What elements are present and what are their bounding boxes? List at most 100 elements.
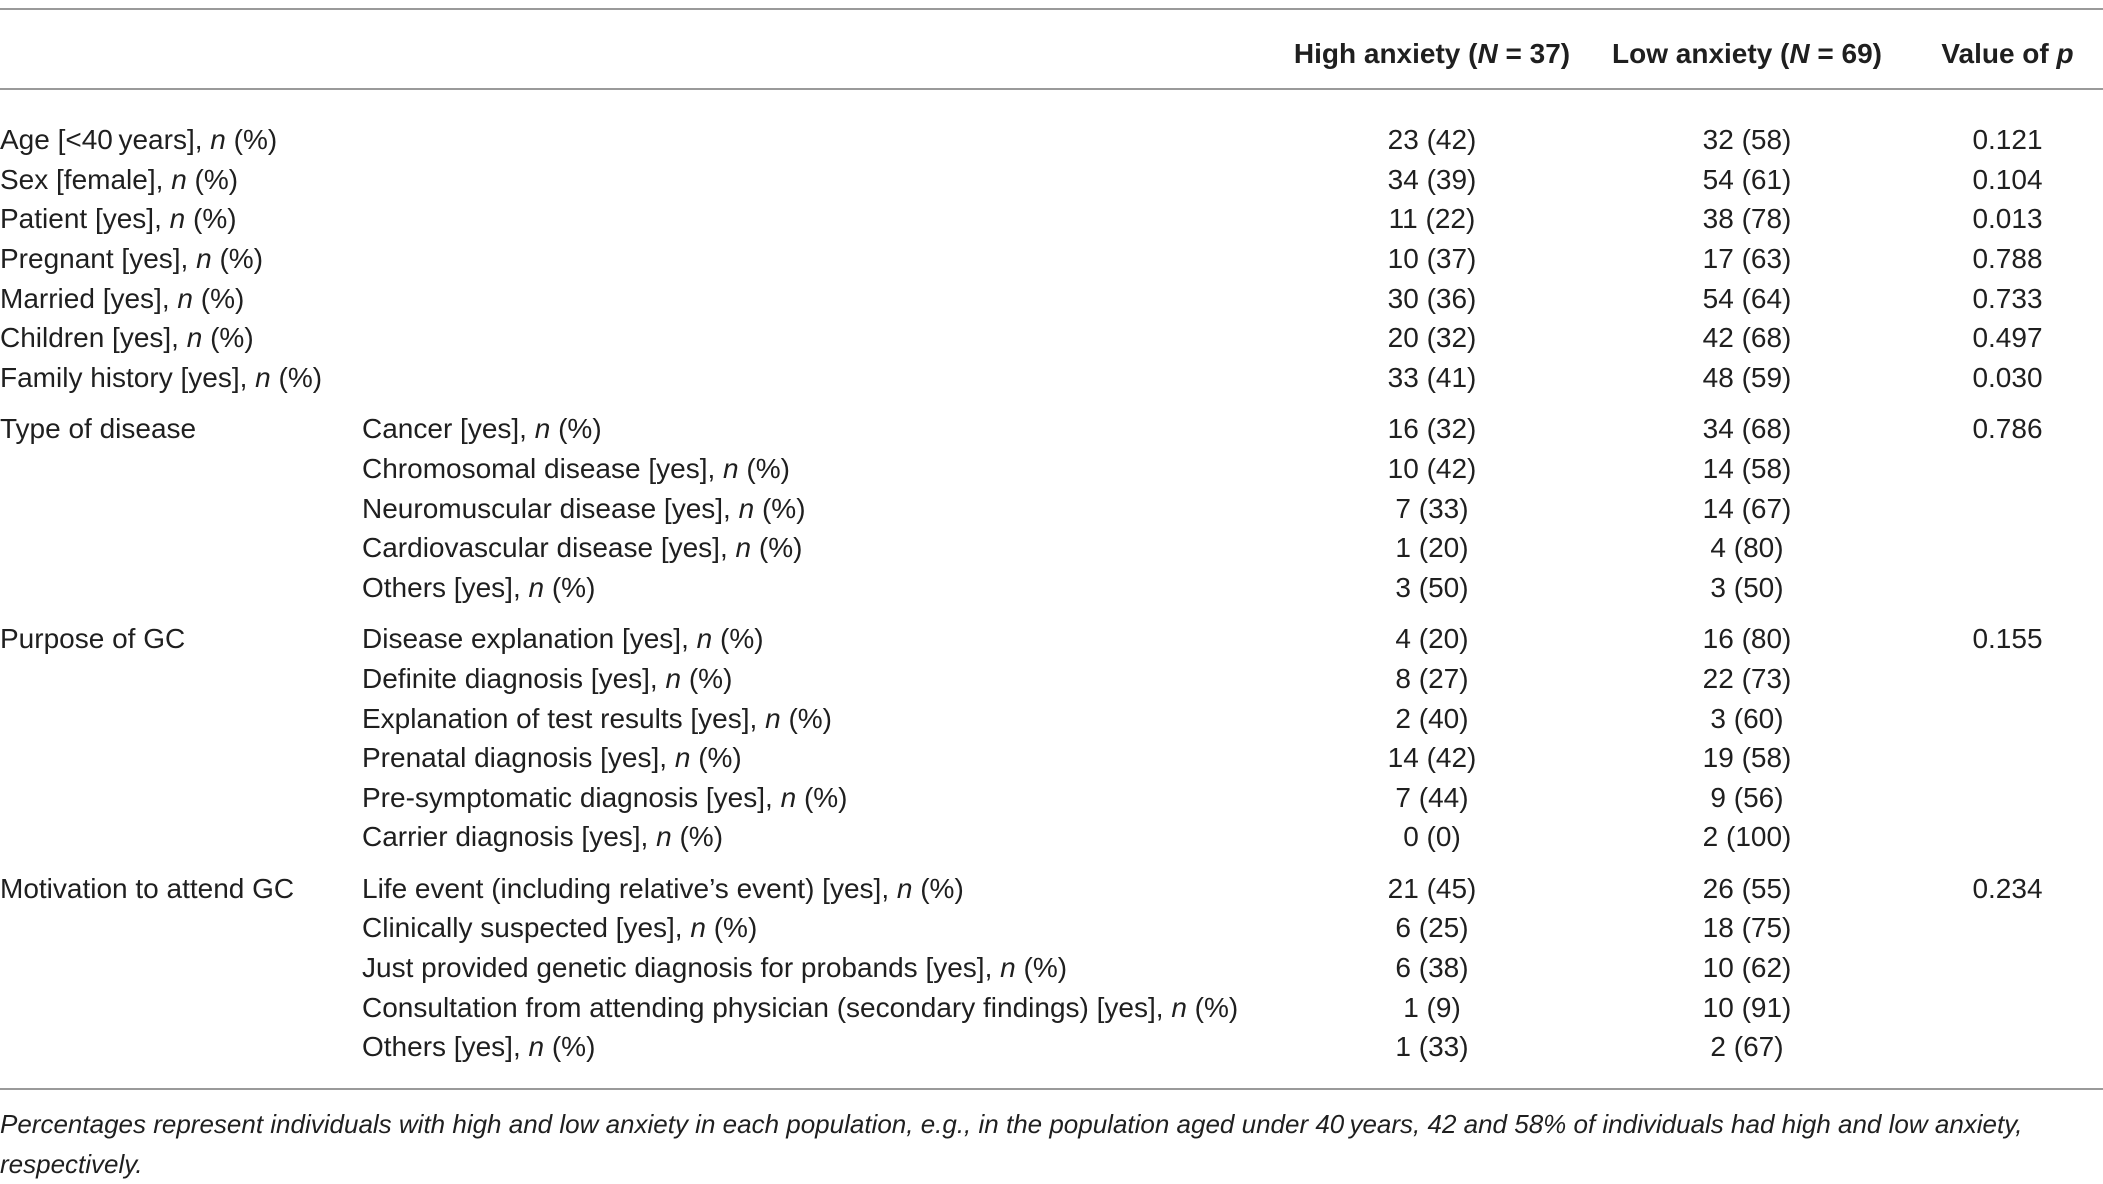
table-row: Pregnant [yes], n (%) 10 (37) 17 (63) 0.788 <box>0 239 2103 279</box>
n-symbol: n <box>534 413 551 445</box>
p-value-cell: 0.121 <box>1972 124 2043 155</box>
row-label: Cancer [yes], <box>362 413 535 445</box>
n-symbol: n <box>255 361 271 393</box>
header-value-of-p: Value of p <box>1941 38 2074 69</box>
table-row: Motivation to attend GC Life event (inclu… <box>0 857 2103 909</box>
low-anxiety-cell: 22 (73) <box>1702 662 1792 694</box>
percent-symbol: (%) <box>796 781 848 813</box>
table-row: Explanation of test results [yes], n (%)… <box>0 699 2103 739</box>
row-label: Purpose of GC <box>0 623 186 655</box>
n-symbol: n <box>210 124 226 155</box>
n-symbol: n <box>186 322 203 354</box>
percent-symbol: (%) <box>671 821 724 853</box>
table-body: Age [<40 years], n (%) 23 (42) 32 (58) 0.12… <box>0 98 2103 1081</box>
header-low-anxiety: Low anxiety (N = 69) <box>1612 38 1882 69</box>
p-value-cell: 0.497 <box>1972 322 2043 354</box>
row-subcategory: Neuromuscular disease [yes], n (%) <box>362 489 1282 529</box>
percent-symbol: (%) <box>712 623 764 655</box>
table-row: Definite diagnosis [yes], n (%) 8 (27) 22 … <box>0 659 2103 699</box>
row-category <box>0 449 362 489</box>
percent-symbol: (%) <box>738 452 790 484</box>
row-category <box>0 738 362 778</box>
low-anxiety-cell: 2 (100) <box>1702 821 1792 853</box>
high-anxiety-cell: 20 (32) <box>1387 322 1477 354</box>
row-subcategory: Consultation from attending physician (s… <box>362 988 1282 1028</box>
row-category <box>0 818 362 858</box>
row-subcategory: Carrier diagnosis [yes], n (%) <box>362 818 1282 858</box>
percent-symbol: (%) <box>1186 991 1239 1023</box>
p-value-cell: 0.234 <box>1972 872 2043 904</box>
n-symbol: n <box>177 282 193 314</box>
p-value-cell <box>1912 738 2103 778</box>
percent-symbol: (%) <box>211 242 264 274</box>
n-symbol: n <box>896 872 913 904</box>
table-row: Patient [yes], n (%) 11 (22) 38 (78) 0.013 <box>0 200 2103 240</box>
results-table: High anxiety (N = 37) Low anxiety (N = 6… <box>0 0 2103 1081</box>
n-symbol: n <box>674 742 691 774</box>
low-anxiety-cell: 38 (78) <box>1702 203 1792 235</box>
high-anxiety-cell: 6 (25) <box>1395 912 1469 944</box>
table-footnote: Percentages represent individuals with h… <box>0 1109 2023 1179</box>
row-label: Definite diagnosis [yes], <box>362 662 666 694</box>
percent-symbol: (%) <box>192 282 245 314</box>
high-anxiety-cell: 1 (20) <box>1395 532 1469 564</box>
row-category <box>0 948 362 988</box>
low-anxiety-cell: 2 (67) <box>1710 1031 1784 1063</box>
low-anxiety-cell: 18 (75) <box>1702 912 1792 944</box>
n-symbol: n <box>196 242 212 274</box>
high-anxiety-cell: 23 (42) <box>1387 124 1477 155</box>
row-label: Children [yes], <box>0 322 187 354</box>
n-symbol: n <box>656 821 672 853</box>
n-symbol: n <box>765 702 781 734</box>
row-label: Chromosomal disease [yes], <box>362 452 724 484</box>
table-row: Neuromuscular disease [yes], n (%) 7 (33)… <box>0 489 2103 529</box>
row-subcategory: Pre-symptomatic diagnosis [yes], n (%) <box>362 778 1282 818</box>
row-subcategory <box>362 358 1282 398</box>
n-symbol: n <box>696 623 713 655</box>
row-category: Age [<40 years], n (%) <box>0 98 362 160</box>
p-value-cell <box>1912 948 2103 988</box>
table-row: Purpose of GC Disease explanation [yes], … <box>0 608 2103 660</box>
header-row: High anxiety (N = 37) Low anxiety (N = 6… <box>0 0 2103 98</box>
row-category <box>0 1027 362 1081</box>
table-row: Age [<40 years], n (%) 23 (42) 32 (58) 0.12… <box>0 98 2103 160</box>
low-anxiety-cell: 14 (58) <box>1702 452 1792 484</box>
n-symbol: n <box>528 1031 545 1063</box>
row-category <box>0 778 362 818</box>
row-category <box>0 528 362 568</box>
table-row: Married [yes], n (%) 30 (36) 54 (64) 0.733 <box>0 279 2103 319</box>
n-symbol: n <box>690 912 706 944</box>
row-category: Children [yes], n (%) <box>0 318 362 358</box>
n-symbol: n <box>665 662 682 694</box>
percent-symbol: (%) <box>270 361 323 393</box>
p-value-cell <box>1912 1027 2103 1081</box>
percent-symbol: (%) <box>681 662 733 694</box>
p-value-cell <box>1912 818 2103 858</box>
row-subcategory: Others [yes], n (%) <box>362 1027 1282 1081</box>
high-anxiety-cell: 10 (42) <box>1387 452 1477 484</box>
percent-symbol: (%) <box>185 203 237 235</box>
n-symbol: n <box>1000 952 1016 984</box>
row-subcategory: Clinically suspected [yes], n (%) <box>362 909 1282 949</box>
high-anxiety-cell: 1 (9) <box>1403 991 1461 1023</box>
high-anxiety-cell: 16 (32) <box>1387 413 1477 445</box>
percent-symbol: (%) <box>544 1031 596 1063</box>
row-category: Married [yes], n (%) <box>0 279 362 319</box>
row-label: Explanation of test results [yes], <box>362 702 766 734</box>
p-value-cell: 0.104 <box>1972 163 2043 195</box>
high-anxiety-cell: 2 (40) <box>1395 702 1469 734</box>
low-anxiety-cell: 48 (59) <box>1702 361 1792 393</box>
row-label: Motivation to attend GC <box>0 872 295 904</box>
low-anxiety-cell: 19 (58) <box>1702 742 1792 774</box>
p-value-cell: 0.013 <box>1972 203 2043 235</box>
table-row: Consultation from attending physician (s… <box>0 988 2103 1028</box>
row-label: Others [yes], <box>362 571 529 603</box>
row-label: Others [yes], <box>362 1031 529 1063</box>
table-row: Chromosomal disease [yes], n (%) 10 (42) 1… <box>0 449 2103 489</box>
row-label: Prenatal diagnosis [yes], <box>362 742 675 774</box>
high-anxiety-cell: 14 (42) <box>1387 742 1477 774</box>
high-anxiety-cell: 4 (20) <box>1395 623 1469 655</box>
low-anxiety-cell: 42 (68) <box>1702 322 1792 354</box>
header-blank <box>362 0 1282 98</box>
low-anxiety-cell: 4 (80) <box>1710 532 1784 564</box>
